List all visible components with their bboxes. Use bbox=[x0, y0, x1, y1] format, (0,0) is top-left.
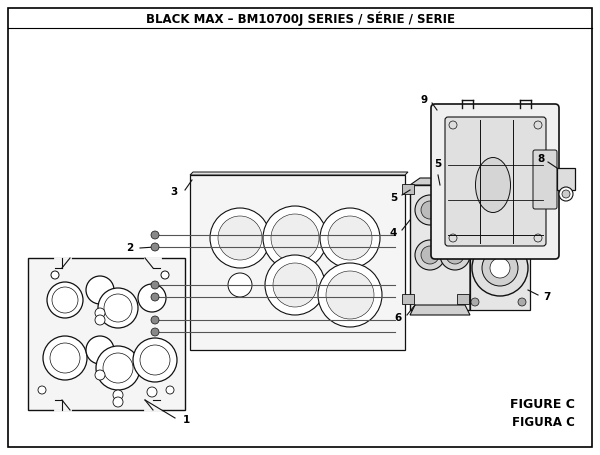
Circle shape bbox=[421, 246, 439, 264]
Circle shape bbox=[482, 250, 518, 286]
Circle shape bbox=[440, 240, 470, 270]
Bar bbox=[457, 294, 469, 304]
Circle shape bbox=[480, 248, 520, 288]
Circle shape bbox=[140, 345, 170, 375]
Circle shape bbox=[51, 271, 59, 279]
Circle shape bbox=[415, 240, 445, 270]
Circle shape bbox=[318, 263, 382, 327]
Circle shape bbox=[471, 298, 479, 306]
Circle shape bbox=[471, 231, 479, 239]
Circle shape bbox=[328, 216, 372, 260]
Polygon shape bbox=[470, 230, 530, 310]
Text: 3: 3 bbox=[171, 187, 178, 197]
Text: BLACK MAX – BM10700J SERIES / SÉRIE / SERIE: BLACK MAX – BM10700J SERIES / SÉRIE / SE… bbox=[146, 12, 455, 26]
Text: 2: 2 bbox=[126, 243, 133, 253]
Text: FIGURE C: FIGURE C bbox=[510, 399, 575, 411]
Polygon shape bbox=[410, 305, 470, 315]
Circle shape bbox=[534, 121, 542, 129]
Circle shape bbox=[151, 328, 159, 336]
Circle shape bbox=[228, 273, 252, 297]
Circle shape bbox=[440, 195, 470, 225]
Circle shape bbox=[151, 243, 159, 251]
Circle shape bbox=[38, 386, 46, 394]
Text: 4: 4 bbox=[389, 228, 397, 238]
Text: 8: 8 bbox=[538, 154, 545, 164]
Text: 6: 6 bbox=[395, 313, 402, 323]
Circle shape bbox=[488, 256, 512, 280]
Circle shape bbox=[534, 234, 542, 242]
Circle shape bbox=[421, 201, 439, 219]
Circle shape bbox=[151, 281, 159, 289]
Circle shape bbox=[273, 263, 317, 307]
Circle shape bbox=[95, 315, 105, 325]
Circle shape bbox=[86, 276, 114, 304]
Text: 7: 7 bbox=[543, 292, 550, 302]
Circle shape bbox=[320, 208, 380, 268]
Circle shape bbox=[98, 288, 138, 328]
Circle shape bbox=[326, 271, 374, 319]
Circle shape bbox=[449, 121, 457, 129]
Circle shape bbox=[95, 370, 105, 380]
Text: FIGURA C: FIGURA C bbox=[512, 415, 575, 429]
Circle shape bbox=[449, 234, 457, 242]
Circle shape bbox=[96, 346, 140, 390]
Circle shape bbox=[133, 338, 177, 382]
Circle shape bbox=[415, 195, 445, 225]
Circle shape bbox=[147, 387, 157, 397]
Circle shape bbox=[43, 336, 87, 380]
Circle shape bbox=[210, 208, 270, 268]
Ellipse shape bbox=[476, 157, 511, 212]
Circle shape bbox=[218, 216, 262, 260]
Text: 1: 1 bbox=[183, 415, 190, 425]
Circle shape bbox=[104, 294, 132, 322]
Text: 5: 5 bbox=[390, 193, 397, 203]
Bar bbox=[457, 184, 469, 194]
Circle shape bbox=[263, 206, 327, 270]
Polygon shape bbox=[190, 172, 408, 175]
Circle shape bbox=[113, 397, 123, 407]
Polygon shape bbox=[470, 178, 480, 310]
Circle shape bbox=[518, 231, 526, 239]
Bar bbox=[402, 294, 414, 304]
Text: 9: 9 bbox=[421, 95, 428, 105]
Circle shape bbox=[47, 282, 83, 318]
Circle shape bbox=[518, 298, 526, 306]
Circle shape bbox=[166, 386, 174, 394]
Polygon shape bbox=[410, 185, 470, 310]
Circle shape bbox=[113, 390, 123, 400]
Bar bbox=[402, 184, 414, 194]
Circle shape bbox=[50, 343, 80, 373]
Circle shape bbox=[103, 353, 133, 383]
Polygon shape bbox=[410, 178, 480, 185]
Circle shape bbox=[446, 246, 464, 264]
Circle shape bbox=[151, 231, 159, 239]
Circle shape bbox=[265, 255, 325, 315]
Circle shape bbox=[161, 271, 169, 279]
FancyBboxPatch shape bbox=[533, 150, 557, 209]
Circle shape bbox=[95, 308, 105, 318]
Polygon shape bbox=[190, 175, 405, 350]
Circle shape bbox=[151, 316, 159, 324]
Text: 5: 5 bbox=[434, 159, 442, 169]
Circle shape bbox=[559, 187, 573, 201]
Circle shape bbox=[446, 201, 464, 219]
Circle shape bbox=[472, 240, 528, 296]
Circle shape bbox=[490, 258, 510, 278]
Circle shape bbox=[472, 240, 528, 296]
Circle shape bbox=[52, 287, 78, 313]
Circle shape bbox=[271, 214, 319, 262]
FancyBboxPatch shape bbox=[445, 117, 546, 246]
Polygon shape bbox=[28, 258, 185, 410]
FancyBboxPatch shape bbox=[431, 104, 559, 259]
Circle shape bbox=[562, 190, 570, 198]
Circle shape bbox=[86, 336, 114, 364]
Circle shape bbox=[138, 284, 166, 312]
Circle shape bbox=[151, 293, 159, 301]
Bar bbox=[557, 168, 575, 190]
